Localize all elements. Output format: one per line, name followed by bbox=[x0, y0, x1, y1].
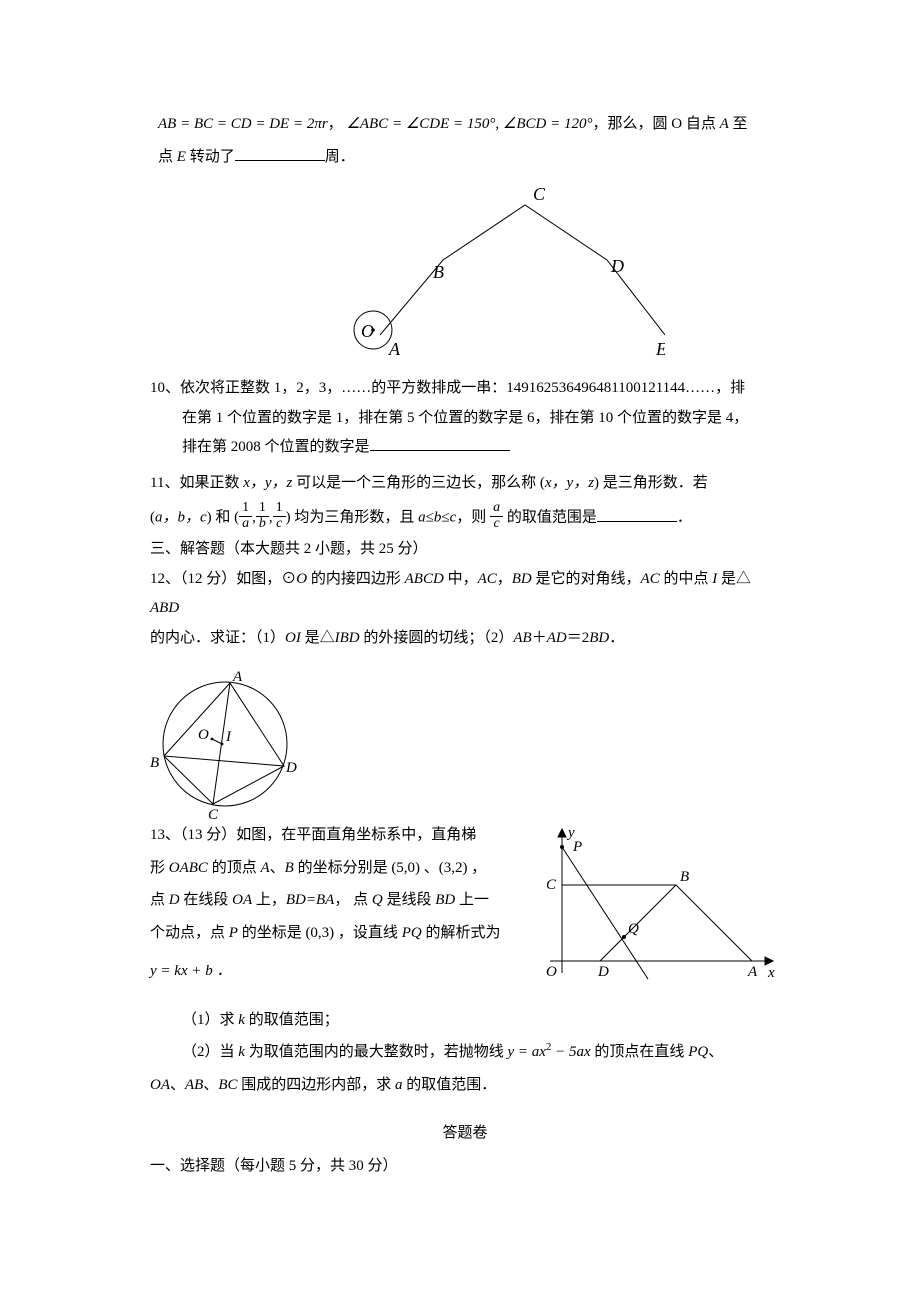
q13-eq: y = kx + b ． bbox=[150, 963, 231, 979]
svg-text:C: C bbox=[208, 807, 219, 819]
frac-1b: 1b bbox=[256, 501, 269, 531]
page: AB = BC = CD = DE = 2πr， ∠ABC = ∠CDE = 1… bbox=[0, 0, 920, 1302]
q9-line1: AB = BC = CD = DE = 2πr， ∠ABC = ∠CDE = 1… bbox=[150, 110, 780, 139]
q13-figure: y P C B Q O D A x bbox=[528, 821, 780, 991]
svg-text:O: O bbox=[361, 321, 374, 341]
svg-text:x: x bbox=[767, 965, 775, 981]
q13: 13、（13 分）如图，在平面直角坐标系中，直角梯 形 OABC 的顶点 A、B… bbox=[150, 821, 780, 1002]
q9-eq2: ∠ABC = ∠CDE = 150°, ∠BCD = 120° bbox=[346, 116, 592, 132]
section-3-heading: 三、解答题（本大题共 2 小题，共 25 分） bbox=[150, 537, 780, 563]
svg-text:I: I bbox=[225, 729, 232, 745]
svg-text:E: E bbox=[655, 339, 665, 359]
section-1-heading: 一、选择题（每小题 5 分，共 30 分） bbox=[150, 1152, 780, 1181]
svg-text:P: P bbox=[572, 839, 582, 855]
q9-figure: O A B C D E bbox=[265, 175, 665, 370]
svg-text:A: A bbox=[747, 964, 758, 980]
svg-text:B: B bbox=[680, 869, 689, 885]
q9-blank bbox=[235, 145, 325, 161]
svg-text:O: O bbox=[198, 727, 209, 743]
svg-text:A: A bbox=[232, 669, 243, 685]
q10-blank bbox=[370, 435, 510, 451]
q13-figure-wrap: y P C B Q O D A x bbox=[528, 821, 780, 1002]
frac-ac: ac bbox=[490, 501, 503, 531]
svg-text:D: D bbox=[610, 256, 624, 276]
q10: 10、依次将正整数 1，2，3，……的平方数排成一串：1491625364964… bbox=[150, 376, 780, 461]
q9-eq1: AB = BC = CD = DE = 2πr bbox=[158, 116, 328, 132]
svg-text:D: D bbox=[597, 964, 609, 980]
frac-1c: 1c bbox=[273, 501, 286, 531]
svg-text:C: C bbox=[533, 184, 546, 204]
q11-blank bbox=[597, 506, 677, 522]
svg-text:D: D bbox=[285, 760, 297, 776]
q13-sub: （1）求 k 的取值范围； （2）当 k 为取值范围内的最大整数时，若抛物线 y… bbox=[150, 1006, 780, 1100]
svg-text:Q: Q bbox=[628, 921, 639, 937]
q9-line2: 点 E 转动了周． bbox=[150, 143, 780, 172]
svg-text:O: O bbox=[546, 964, 557, 980]
svg-text:B: B bbox=[150, 755, 159, 771]
svg-text:A: A bbox=[388, 339, 401, 359]
frac-1a: 1a bbox=[239, 501, 252, 531]
q12: 12、（12 分）如图，⊙O 的内接四边形 ABCD 中，AC，BD 是它的对角… bbox=[150, 567, 780, 652]
svg-text:B: B bbox=[433, 262, 444, 282]
svg-text:C: C bbox=[546, 877, 557, 893]
q12-figure: A B C D O I bbox=[150, 659, 300, 819]
q11: 11、如果正数 x，y，z 可以是一个三角形的三边长，那么称 (x，y，z) 是… bbox=[150, 469, 780, 534]
answer-sheet-title: 答题卷 bbox=[150, 1119, 780, 1148]
